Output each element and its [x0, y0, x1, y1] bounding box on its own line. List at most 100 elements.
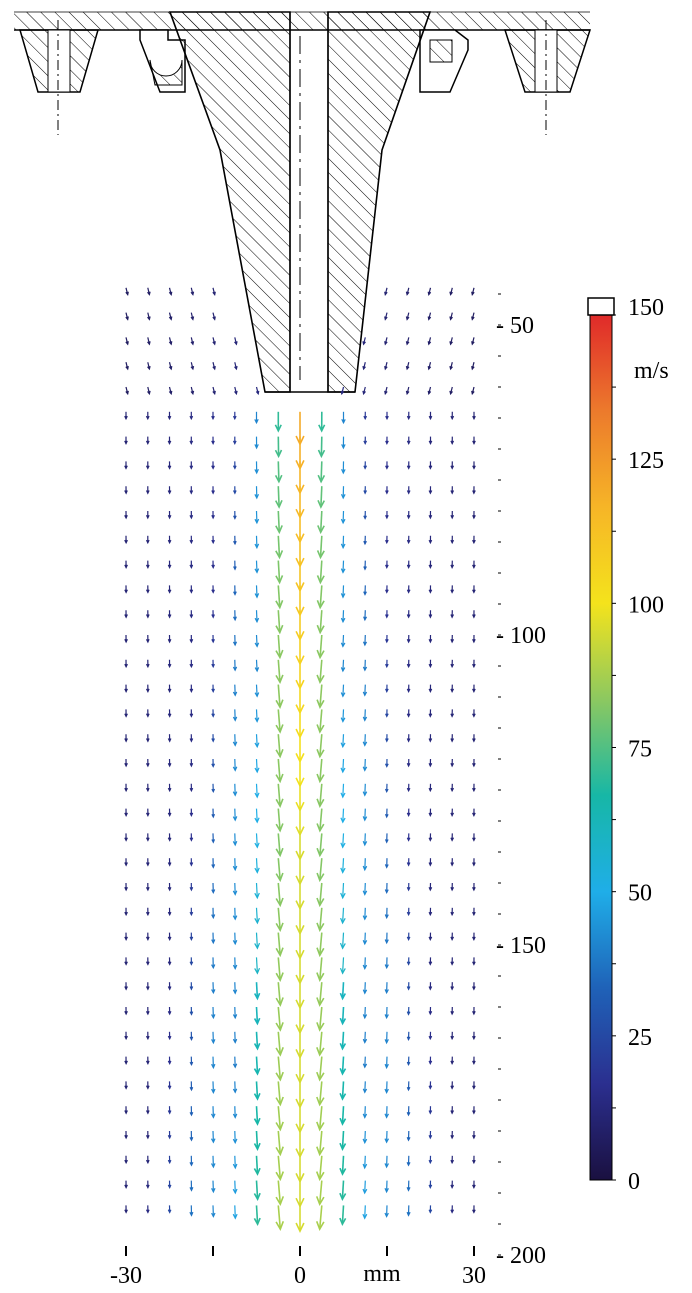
velocity-arrow-head — [428, 490, 433, 495]
velocity-arrow — [211, 907, 216, 920]
colorbar-tick-label: 0 — [628, 1169, 640, 1195]
colorbar-tick-label: 75 — [628, 737, 652, 763]
velocity-arrow-head — [471, 390, 475, 396]
velocity-arrow — [234, 337, 238, 346]
velocity-arrow-head — [472, 837, 476, 842]
velocity-arrow — [189, 610, 194, 619]
velocity-arrow — [233, 585, 237, 596]
velocity-arrow — [295, 1205, 305, 1233]
velocity-arrow-head — [427, 365, 432, 371]
velocity-arrow-head — [428, 936, 433, 941]
velocity-arrow-head — [147, 316, 151, 321]
velocity-arrow-head — [363, 465, 368, 470]
velocity-arrow — [450, 560, 455, 569]
velocity-arrow — [339, 1006, 347, 1026]
velocity-arrow-head — [168, 390, 173, 396]
velocity-arrow — [147, 386, 151, 396]
velocity-arrow — [275, 808, 284, 833]
velocity-arrow-head — [168, 341, 173, 346]
velocity-arrow-head — [340, 390, 345, 396]
velocity-arrow — [232, 734, 238, 747]
velocity-arrow-head — [124, 515, 128, 520]
velocity-arrow-head — [472, 639, 476, 644]
velocity-arrow-head — [384, 788, 389, 794]
velocity-arrow — [211, 1031, 216, 1045]
velocity-arrow-head — [275, 699, 284, 709]
velocity-arrow — [295, 734, 305, 764]
velocity-arrow-head — [316, 1146, 325, 1157]
velocity-arrow — [316, 758, 325, 784]
velocity-arrow — [189, 411, 194, 421]
velocity-arrow — [316, 1081, 325, 1107]
velocity-arrow-head — [167, 688, 172, 693]
velocity-arrow — [406, 833, 411, 842]
velocity-arrow-head — [124, 465, 128, 470]
velocity-arrow-head — [450, 539, 455, 545]
velocity-arrow — [384, 337, 388, 346]
velocity-arrow — [295, 684, 305, 715]
velocity-arrow — [189, 535, 194, 545]
velocity-arrow-head — [472, 986, 476, 991]
velocity-arrow — [124, 535, 128, 545]
velocity-arrow-shaft — [277, 1205, 282, 1230]
velocity-arrow — [316, 560, 325, 585]
colorbar-tick-label: 25 — [628, 1025, 652, 1051]
velocity-arrow — [232, 1180, 238, 1195]
velocity-arrow-shaft — [277, 1180, 282, 1205]
velocity-arrow-head — [189, 539, 194, 545]
velocity-arrow-head — [254, 817, 260, 824]
velocity-arrow-head — [253, 1142, 261, 1151]
velocity-arrow-head — [472, 887, 476, 892]
velocity-arrow-head — [167, 812, 172, 817]
velocity-arrow-shaft — [255, 808, 258, 823]
velocity-arrow — [211, 808, 216, 819]
velocity-arrow-head — [406, 812, 411, 817]
velocity-arrow — [339, 1056, 347, 1076]
velocity-arrow-head — [124, 763, 128, 768]
velocity-arrow-shaft — [255, 684, 258, 697]
velocity-arrow-shaft — [319, 932, 323, 956]
velocity-arrow-head — [147, 365, 151, 371]
velocity-arrow-head — [124, 738, 128, 743]
velocity-arrow — [189, 1031, 194, 1042]
velocity-arrow-head — [254, 667, 260, 673]
velocity-arrow — [145, 1081, 150, 1090]
velocity-arrow-head — [472, 1159, 476, 1165]
velocity-arrow — [124, 411, 128, 421]
velocity-arrow-head — [428, 1011, 433, 1016]
velocity-arrow-head — [125, 316, 129, 321]
velocity-arrow-head — [450, 1159, 455, 1165]
y-tick-label: - 150 — [496, 933, 546, 959]
velocity-arrow — [450, 510, 455, 520]
nozzle-body — [168, 11, 432, 393]
velocity-arrow — [145, 858, 150, 867]
velocity-arrow — [275, 907, 284, 933]
velocity-arrow-head — [340, 842, 346, 849]
velocity-arrow — [295, 858, 305, 886]
velocity-arrow-shaft — [364, 684, 366, 696]
velocity-arrow — [275, 858, 284, 883]
velocity-arrow-shaft — [342, 833, 345, 848]
velocity-arrow — [232, 411, 237, 421]
velocity-arrow-shaft — [364, 957, 366, 969]
velocity-arrow — [168, 386, 173, 396]
nozzle-drawing — [14, 11, 592, 393]
velocity-arrow-head — [362, 840, 368, 847]
velocity-arrow-head — [384, 1212, 389, 1218]
velocity-arrow-head — [363, 490, 368, 495]
velocity-arrow-shaft — [277, 634, 281, 658]
velocity-arrow-head — [362, 341, 366, 346]
velocity-arrow — [211, 1180, 216, 1194]
velocity-arrow — [124, 634, 128, 644]
velocity-arrow — [167, 783, 172, 793]
velocity-arrow-head — [406, 713, 411, 718]
velocity-arrow-head — [211, 415, 215, 421]
velocity-arrow — [232, 610, 237, 622]
velocity-arrow — [427, 386, 432, 396]
velocity-arrow-head — [362, 1038, 368, 1044]
velocity-arrow-head — [167, 713, 172, 718]
velocity-arrow-shaft — [342, 758, 345, 773]
velocity-arrow — [211, 1056, 216, 1070]
velocity-arrow-head — [428, 1060, 433, 1065]
velocity-arrow-shaft — [277, 1155, 282, 1180]
